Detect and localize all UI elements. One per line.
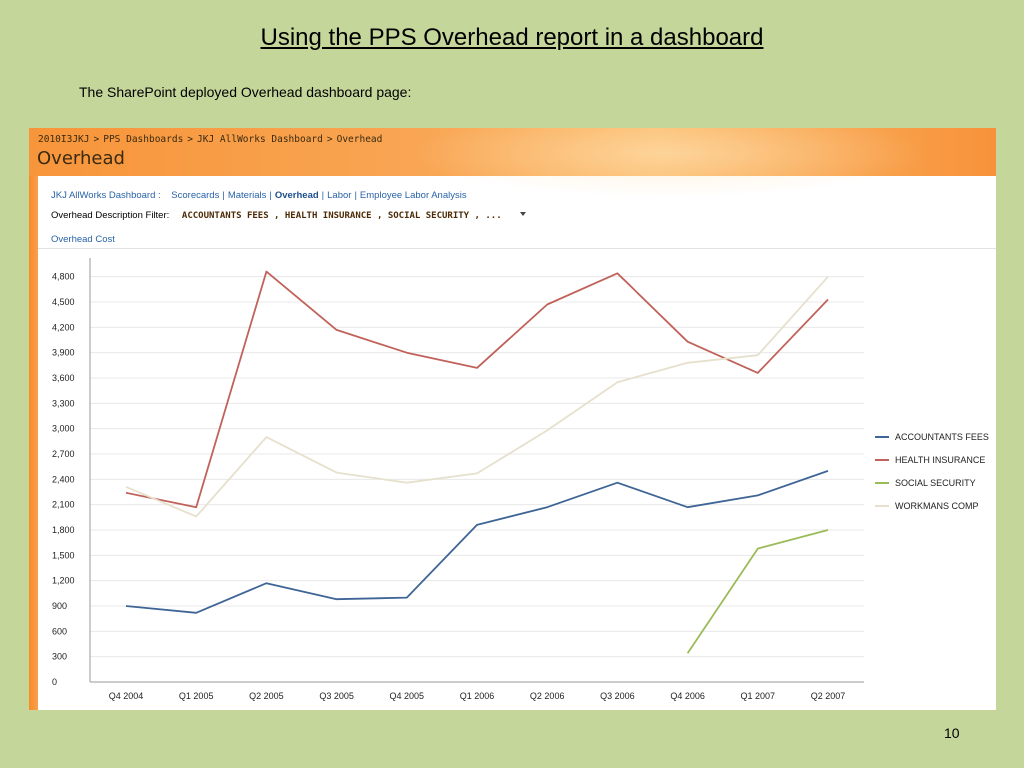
page-title: Overhead: [37, 148, 125, 169]
nav-divider: |: [321, 190, 325, 201]
breadcrumb-separator: >: [187, 134, 194, 145]
series-line-health-insurance: [125, 270, 829, 509]
nav-divider: |: [354, 190, 357, 201]
sharepoint-screenshot: 2010I3JKJ > PPS Dashboards > JKJ AllWorks Da…: [29, 128, 996, 710]
header-swoosh: [409, 128, 929, 198]
breadcrumb-separator: >: [93, 134, 100, 145]
x-tick-label: Q1 2007: [741, 691, 776, 701]
y-tick-label: 3,000: [52, 424, 75, 434]
panel-divider: [38, 248, 996, 249]
legend-label: WORKMANS COMP: [895, 501, 979, 511]
legend-label: ACCOUNTANTS FEES: [895, 432, 989, 442]
nav-link-employee-labor-analysis[interactable]: Employee Labor Analysis: [359, 190, 467, 201]
overhead-cost-chart: 0 300 600 900 1,200 1,500 1,800 2,100 2,400 2,700…: [52, 258, 989, 701]
filter-row: Overhead Description Filter: ACCOUNTANTS…: [51, 210, 527, 221]
x-tick-label: Q2 2005: [249, 691, 284, 701]
legend-label: HEALTH INSURANCE: [895, 455, 985, 465]
series-line-social-security: [686, 529, 829, 654]
x-tick-label: Q2 2007: [811, 691, 846, 701]
series-line-workmans-comp: [125, 276, 829, 518]
left-rail: [29, 176, 38, 710]
x-tick-label: Q4 2004: [109, 691, 144, 701]
y-tick-label: 300: [52, 652, 67, 662]
nav-divider: |: [269, 190, 272, 201]
y-tick-label: 0: [52, 677, 57, 687]
nav-link-materials[interactable]: Materials: [227, 190, 267, 201]
x-tick-label: Q1 2006: [460, 691, 495, 701]
x-tick-label: Q2 2006: [530, 691, 565, 701]
y-tick-label: 3,300: [52, 398, 75, 408]
series-line-accountants-fees: [125, 470, 829, 614]
y-tick-label: 900: [52, 601, 67, 611]
x-tick-label: Q4 2005: [390, 691, 425, 701]
breadcrumb-item[interactable]: PPS Dashboards: [103, 134, 184, 145]
y-tick-label: 4,500: [52, 297, 75, 307]
x-tick-label: Q3 2005: [319, 691, 354, 701]
y-tick-label: 3,900: [52, 348, 75, 358]
breadcrumb-item-current: Overhead: [336, 134, 383, 145]
nav-link-overhead[interactable]: Overhead: [274, 190, 319, 201]
y-tick-label: 2,700: [52, 449, 75, 459]
breadcrumb-item[interactable]: JKJ AllWorks Dashboard: [197, 134, 323, 145]
filter-label: Overhead Description Filter:: [51, 210, 170, 221]
y-tick-label: 3,600: [52, 373, 75, 383]
nav-link-labor[interactable]: Labor: [327, 190, 352, 201]
x-tick-label: Q4 2006: [670, 691, 705, 701]
y-tick-label: 4,200: [52, 322, 75, 332]
page-number: 10: [944, 725, 960, 741]
breadcrumb-separator: >: [326, 134, 333, 145]
breadcrumb-item[interactable]: 2010I3JKJ: [38, 134, 90, 145]
nav-lead[interactable]: JKJ AllWorks Dashboard :: [51, 190, 161, 201]
y-tick-label: 4,800: [52, 272, 75, 282]
x-tick-label: Q1 2005: [179, 691, 214, 701]
nav-link-scorecards[interactable]: Scorecards: [171, 190, 220, 201]
y-tick-label: 2,400: [52, 474, 75, 484]
y-tick-label: 1,200: [52, 576, 75, 586]
slide-title: Using the PPS Overhead report in a dashb…: [260, 24, 764, 51]
panel-title[interactable]: Overhead Cost: [51, 234, 115, 245]
y-tick-label: 600: [52, 626, 67, 636]
header-band: 2010I3JKJ > PPS Dashboards > JKJ AllWorks Da…: [29, 128, 996, 198]
dashboard-nav: JKJ AllWorks Dashboard : Scorecards | Mate…: [51, 190, 467, 201]
breadcrumb: 2010I3JKJ > PPS Dashboards > JKJ AllWorks Da…: [38, 134, 382, 145]
slide-subtitle: The SharePoint deployed Overhead dashboa…: [79, 84, 412, 100]
dropdown-arrow-icon[interactable]: [520, 212, 527, 216]
x-tick-label: Q3 2006: [600, 691, 635, 701]
legend-label: SOCIAL SECURITY: [895, 478, 976, 488]
y-tick-label: 1,800: [52, 525, 75, 535]
y-tick-label: 1,500: [52, 550, 75, 560]
filter-dropdown-value[interactable]: ACCOUNTANTS FEES , HEALTH INSURANCE , SO…: [181, 211, 502, 221]
y-tick-label: 2,100: [52, 500, 75, 510]
nav-divider: |: [222, 190, 225, 201]
